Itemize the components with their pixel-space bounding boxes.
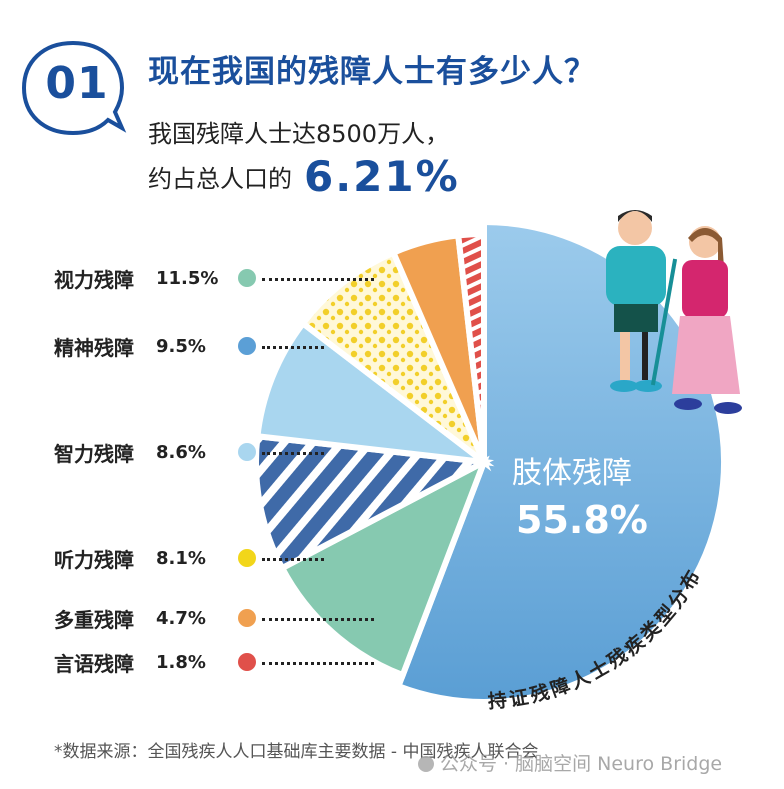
leader-line bbox=[262, 278, 374, 281]
legend-dot-icon bbox=[238, 269, 256, 287]
svg-text:持证残障人士残疾类型分布: 持证残障人士残疾类型分布 bbox=[487, 564, 706, 713]
leader-line bbox=[262, 558, 324, 561]
legend-value: 8.6% bbox=[156, 441, 206, 463]
legend-label: 智力残障 bbox=[54, 441, 134, 466]
center-category-label: 肢体残障 bbox=[512, 456, 632, 491]
speech-bubble-icon bbox=[21, 40, 127, 136]
legend-value: 11.5% bbox=[156, 267, 219, 289]
legend-dot-icon bbox=[238, 443, 256, 461]
legend-dot-icon bbox=[238, 337, 256, 355]
legend-label: 精神残障 bbox=[54, 335, 134, 360]
watermark-text: 公众号 · 脑脑空间 Neuro Bridge bbox=[440, 753, 723, 775]
legend-value: 4.7% bbox=[156, 607, 206, 629]
legend-value: 1.8% bbox=[156, 651, 206, 673]
wechat-icon bbox=[418, 756, 434, 772]
badge-number: 01 bbox=[45, 58, 109, 109]
pie-slice bbox=[278, 455, 490, 679]
legend-item-multiple: 多重残障 4.7% bbox=[54, 604, 256, 632]
subtitle-line-2: 约占总人口的 6.21% bbox=[148, 152, 460, 201]
leader-line bbox=[262, 618, 374, 621]
legend-dot-icon bbox=[238, 653, 256, 671]
pie-slice bbox=[298, 248, 492, 472]
leader-line bbox=[262, 346, 324, 349]
chart-caption-text: 持证残障人士残疾类型分布 bbox=[487, 564, 703, 713]
legend-value: 8.1% bbox=[156, 547, 206, 569]
legend-label: 多重残障 bbox=[54, 607, 134, 632]
legend-label: 言语残障 bbox=[54, 651, 134, 676]
legend-dot-icon bbox=[238, 609, 256, 627]
pie-slice bbox=[454, 230, 487, 463]
leader-line bbox=[262, 662, 374, 665]
pie-slice bbox=[253, 432, 495, 573]
people-illustration bbox=[606, 210, 742, 414]
legend-label: 听力残障 bbox=[54, 547, 134, 572]
pie-slice bbox=[254, 319, 495, 467]
legend-dot-icon bbox=[238, 549, 256, 567]
subtitle-line-1: 我国残障人士达8500万人， bbox=[148, 120, 450, 148]
legend-item-intellectual: 智力残障 8.6% bbox=[54, 438, 256, 466]
population-percentage: 6.21% bbox=[304, 152, 460, 201]
legend-item-speech: 言语残障 1.8% bbox=[54, 648, 256, 676]
section-number-badge: 01 bbox=[18, 38, 128, 138]
subtitle-prefix: 约占总人口的 bbox=[148, 165, 292, 193]
legend-item-mental: 精神残障 9.5% bbox=[54, 332, 256, 360]
legend-label: 视力残障 bbox=[54, 267, 134, 292]
legend-item-hearing: 听力残障 8.1% bbox=[54, 544, 256, 572]
watermark: 公众号 · 脑脑空间 Neuro Bridge bbox=[418, 749, 722, 776]
leader-line bbox=[262, 452, 324, 455]
center-category-value: 55.8% bbox=[516, 498, 648, 542]
page-title: 现在我国的残障人士有多少人？ bbox=[148, 54, 596, 90]
legend-value: 9.5% bbox=[156, 335, 206, 357]
data-source-note: *数据来源：全国残疾人人口基础库主要数据 - 中国残疾人联合会 bbox=[54, 742, 539, 762]
legend-item-vision: 视力残障 11.5% bbox=[54, 264, 256, 292]
